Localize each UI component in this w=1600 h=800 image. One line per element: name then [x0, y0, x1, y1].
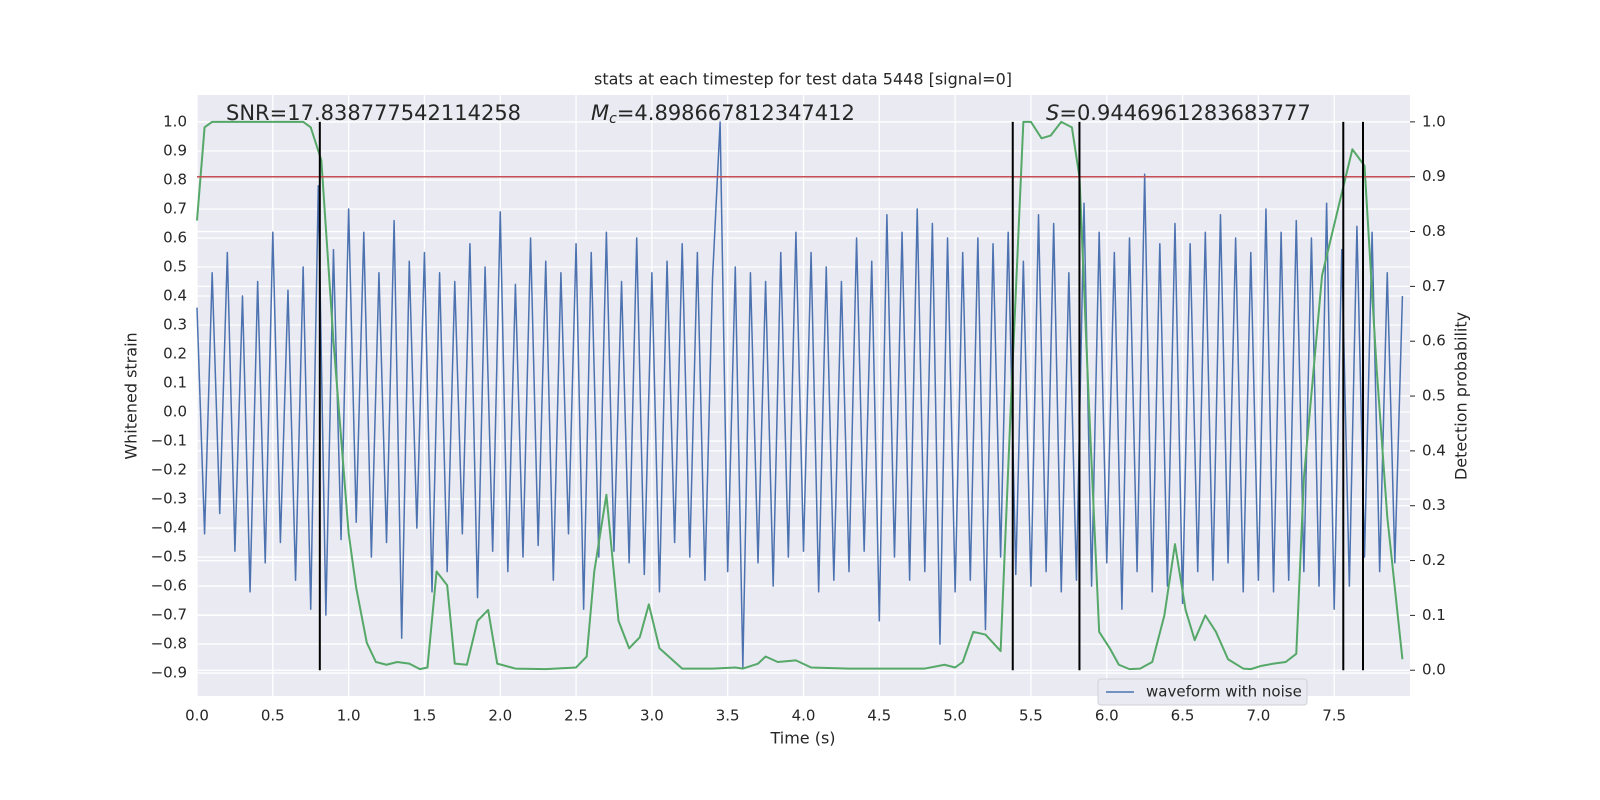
- x-tick-label: 4.5: [867, 707, 891, 725]
- y-tick-label: 0.8: [163, 170, 187, 188]
- x-tick-label: 3.0: [640, 707, 664, 725]
- y-tick-label: 0.2: [163, 345, 187, 363]
- x-tick-label: 0.0: [185, 707, 209, 725]
- annotation-part: =4.898667812347412: [617, 101, 855, 125]
- y-tick-label: −0.1: [151, 432, 187, 450]
- x-tick-label: 0.5: [261, 707, 285, 725]
- y2-tick-label: 0.3: [1422, 496, 1446, 514]
- y-tick-label: −0.4: [151, 519, 187, 537]
- y-tick-label: 0.6: [163, 228, 187, 246]
- y2-axis-label: Detection probability: [1452, 312, 1471, 480]
- annotation-part: S: [1046, 101, 1059, 125]
- y-tick-label: 0.0: [163, 403, 187, 421]
- y2-tick-label: 0.0: [1422, 661, 1446, 679]
- y-axis-label: Whitened strain: [122, 332, 141, 459]
- y2-tick-label: 0.1: [1422, 606, 1446, 624]
- y-tick-label: −0.2: [151, 461, 187, 479]
- annotation-part: =0.9446961283683777: [1059, 101, 1310, 125]
- y-tick-label: −0.7: [151, 606, 187, 624]
- annotation-part: M: [591, 101, 609, 125]
- x-tick-label: 3.5: [716, 707, 740, 725]
- legend-box: [1097, 678, 1308, 706]
- annotation-part: SNR=17.838777542114258: [226, 101, 521, 125]
- series-line: [196, 121, 1404, 669]
- legend-label: waveform with noise: [1146, 683, 1302, 701]
- y-tick-label: 0.9: [163, 141, 187, 159]
- y-tick-label: 0.4: [163, 287, 187, 305]
- y-tick-label: 0.7: [163, 199, 187, 217]
- chart-title: stats at each timestep for test data 544…: [594, 70, 1012, 89]
- y-tick-label: −0.3: [151, 490, 187, 508]
- x-tick-label: 5.0: [943, 707, 967, 725]
- y2-tick-label: 0.6: [1422, 332, 1446, 350]
- y2-tick-label: 0.4: [1422, 441, 1446, 459]
- series-line: [196, 120, 1404, 671]
- y-tick-label: 0.3: [163, 316, 187, 334]
- x-tick-label: 2.0: [488, 707, 512, 725]
- annotation-part: c: [609, 111, 617, 127]
- x-tick-label: 5.5: [1019, 707, 1043, 725]
- x-tick-label: 7.0: [1246, 707, 1270, 725]
- annotation: SNR=17.838777542114258: [226, 101, 521, 125]
- x-tick-label: 1.5: [413, 707, 437, 725]
- x-tick-label: 6.0: [1095, 707, 1119, 725]
- y-tick-label: −0.8: [151, 635, 187, 653]
- y2-tick-label: 0.7: [1422, 277, 1446, 295]
- y2-tick-label: 0.9: [1422, 167, 1446, 185]
- annotation: S=0.9446961283683777: [1046, 101, 1311, 125]
- x-axis-label: Time (s): [769, 729, 835, 748]
- y-tick-label: −0.5: [151, 548, 187, 566]
- y2-tick-label: 0.5: [1422, 387, 1446, 405]
- y-tick-label: −0.6: [151, 577, 187, 595]
- y-tick-label: −0.9: [151, 664, 187, 682]
- y2-tick-label: 0.2: [1422, 551, 1446, 569]
- x-tick-label: 7.5: [1322, 707, 1346, 725]
- marks: [196, 120, 1410, 671]
- y2-tick-label: 0.8: [1422, 222, 1446, 240]
- x-tick-label: 4.0: [792, 707, 816, 725]
- y-tick-label: 0.1: [163, 374, 187, 392]
- x-tick-label: 6.5: [1171, 707, 1195, 725]
- y-tick-label: 0.5: [163, 258, 187, 276]
- annotation: Mc=4.898667812347412: [591, 101, 855, 127]
- y-tick-label: 1.0: [163, 112, 187, 130]
- y2-tick-label: 1.0: [1422, 112, 1446, 130]
- x-tick-label: 2.5: [564, 707, 588, 725]
- x-tick-label: 1.0: [337, 707, 361, 725]
